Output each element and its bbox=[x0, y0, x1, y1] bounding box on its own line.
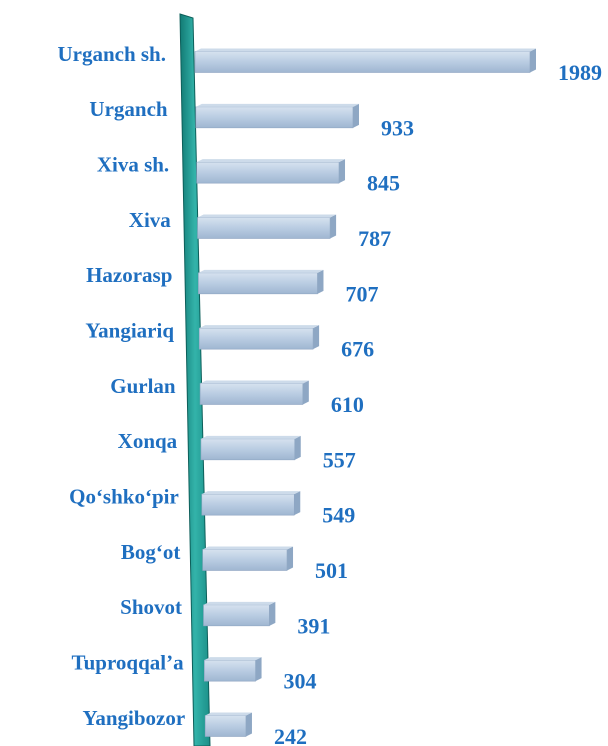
bar-side bbox=[352, 103, 359, 128]
bar-side bbox=[294, 435, 301, 460]
bar-top bbox=[202, 546, 294, 550]
value-label: 304 bbox=[284, 669, 317, 694]
category-label: Tuproqqal’a bbox=[72, 650, 185, 674]
bar-top bbox=[205, 712, 252, 716]
category-label: Xiva bbox=[129, 208, 172, 232]
bar-side bbox=[339, 159, 346, 184]
category-label: Shovot bbox=[120, 595, 182, 619]
bar-side bbox=[317, 269, 324, 294]
bar-top bbox=[196, 159, 346, 163]
bar-top bbox=[200, 380, 309, 384]
category-label: Qo‘shko‘pir bbox=[69, 484, 179, 508]
bar-top bbox=[198, 269, 324, 273]
category-label: Urganch bbox=[89, 97, 167, 121]
bar-side bbox=[255, 657, 262, 682]
value-label: 242 bbox=[274, 724, 307, 746]
bar-side bbox=[287, 546, 294, 571]
bar-top bbox=[200, 435, 301, 439]
category-label: Yangiariq bbox=[85, 318, 174, 342]
bar-top bbox=[203, 601, 276, 605]
bar-side bbox=[245, 712, 252, 737]
category-label: Xonqa bbox=[118, 429, 178, 453]
value-label: 845 bbox=[367, 171, 400, 196]
value-label: 557 bbox=[323, 447, 356, 472]
bar bbox=[201, 493, 295, 516]
value-label: 707 bbox=[345, 281, 378, 306]
bar-top bbox=[197, 214, 337, 218]
bar bbox=[195, 106, 354, 129]
plot-area: Urganch sh. 1989 Urganch 933 Xiva sh. 845 Xiva… bbox=[57, 42, 602, 746]
bar-top bbox=[199, 325, 320, 329]
category-label: Gurlan bbox=[110, 374, 176, 398]
category-label: Xiva sh. bbox=[97, 152, 169, 176]
category-label: Yangibozor bbox=[83, 706, 186, 730]
category-label: Urganch sh. bbox=[57, 42, 166, 66]
bar-side bbox=[313, 325, 320, 350]
bar bbox=[204, 659, 256, 682]
bar bbox=[197, 217, 331, 239]
bar bbox=[194, 51, 531, 73]
bar bbox=[203, 604, 270, 627]
bar-side bbox=[330, 214, 337, 239]
value-label: 676 bbox=[341, 337, 374, 362]
value-label: 391 bbox=[297, 613, 330, 638]
bar-side bbox=[530, 48, 536, 73]
bar bbox=[198, 272, 318, 295]
category-label: Hazorasp bbox=[86, 263, 172, 287]
value-label: 933 bbox=[381, 115, 414, 140]
value-label: 501 bbox=[315, 558, 348, 583]
value-label: 549 bbox=[322, 503, 355, 528]
value-label: 610 bbox=[331, 392, 364, 417]
bar bbox=[196, 161, 340, 184]
value-label: 1989 bbox=[558, 60, 602, 85]
category-label: Bog‘ot bbox=[121, 540, 181, 564]
bar bbox=[200, 438, 296, 461]
bar bbox=[204, 715, 247, 737]
bar-side bbox=[294, 491, 301, 516]
bar-side bbox=[302, 380, 309, 405]
bar bbox=[199, 383, 304, 405]
bar bbox=[198, 327, 314, 350]
bar-top bbox=[201, 491, 301, 495]
bar-top bbox=[204, 657, 262, 661]
bar-top bbox=[195, 48, 536, 52]
bar bbox=[202, 549, 288, 571]
value-label: 787 bbox=[358, 226, 391, 251]
bar-top bbox=[195, 103, 359, 107]
bar-side bbox=[269, 601, 276, 626]
